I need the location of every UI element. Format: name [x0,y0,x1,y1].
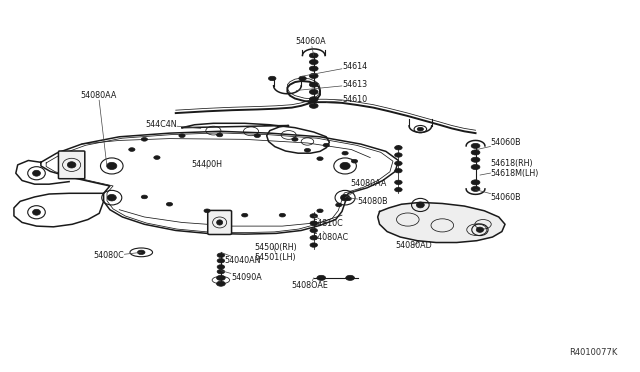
Circle shape [395,161,402,166]
FancyBboxPatch shape [58,151,85,179]
Circle shape [299,76,307,81]
Text: 54040AN: 54040AN [221,252,261,265]
Circle shape [309,60,318,65]
Ellipse shape [107,162,117,170]
Circle shape [309,97,318,102]
Polygon shape [378,202,505,243]
Circle shape [179,134,185,138]
Text: 54060B: 54060B [477,138,521,150]
Circle shape [471,157,480,162]
Ellipse shape [67,162,76,168]
Ellipse shape [340,162,350,170]
Circle shape [310,228,317,232]
Text: R4010077K: R4010077K [570,347,618,357]
Circle shape [268,76,276,81]
Circle shape [217,259,225,263]
Circle shape [310,214,317,218]
Circle shape [216,281,225,286]
Text: 54400H: 54400H [191,160,223,169]
Circle shape [309,73,318,78]
Circle shape [141,138,148,141]
Circle shape [395,169,402,173]
Text: 54614: 54614 [300,62,367,77]
Circle shape [204,209,210,213]
Circle shape [471,143,480,148]
Text: 54060B: 54060B [476,190,521,202]
Circle shape [336,203,342,207]
Circle shape [471,180,480,185]
Circle shape [166,202,173,206]
Text: 54080AA: 54080AA [345,179,387,198]
Text: 54060A: 54060A [296,38,326,55]
Text: 54610: 54610 [326,95,367,104]
Circle shape [309,82,318,87]
Circle shape [216,133,223,137]
Circle shape [395,180,402,185]
Circle shape [242,214,248,217]
Circle shape [279,214,285,217]
Circle shape [317,209,323,213]
Circle shape [310,235,317,240]
Text: 5408OAE: 5408OAE [292,278,329,290]
Circle shape [351,159,358,163]
Text: 54080AA: 54080AA [81,91,116,165]
Circle shape [309,53,318,58]
Circle shape [154,156,160,159]
Ellipse shape [216,220,223,225]
Text: 54080B: 54080B [348,197,388,206]
Circle shape [129,148,135,151]
Circle shape [216,275,225,280]
Circle shape [141,195,148,199]
Circle shape [292,138,298,141]
FancyBboxPatch shape [208,211,232,234]
Circle shape [309,103,318,108]
Circle shape [417,127,424,131]
Circle shape [310,243,317,247]
Ellipse shape [476,227,484,232]
Circle shape [395,145,402,150]
Circle shape [217,269,225,274]
Circle shape [342,151,348,155]
Text: 54500(RH)
54501(LH): 54500(RH) 54501(LH) [254,243,297,262]
Circle shape [304,148,310,152]
Text: 54080AD: 54080AD [396,241,432,250]
Circle shape [217,265,225,269]
Ellipse shape [33,170,40,176]
Circle shape [323,143,330,147]
Circle shape [471,186,480,192]
Circle shape [254,134,260,138]
Circle shape [310,221,317,225]
Ellipse shape [108,195,116,201]
Circle shape [395,153,402,157]
Circle shape [217,253,225,257]
Circle shape [345,197,351,201]
Circle shape [471,164,480,170]
Text: 54613: 54613 [296,80,367,90]
Circle shape [317,157,323,160]
Circle shape [317,275,326,280]
Ellipse shape [33,209,40,215]
Circle shape [309,66,318,71]
Text: 54090A: 54090A [221,270,262,282]
Text: 54618(RH)
54618M(LH): 54618(RH) 54618M(LH) [480,159,539,178]
Text: 54810C: 54810C [312,216,343,228]
Circle shape [471,150,480,155]
Circle shape [395,187,402,192]
Text: 544C4N: 544C4N [145,120,201,129]
Text: 54080AC: 54080AC [312,231,349,241]
Text: 54080C: 54080C [93,251,141,260]
Circle shape [138,250,145,254]
Ellipse shape [417,202,424,208]
Ellipse shape [340,195,349,201]
Circle shape [309,89,318,94]
Circle shape [346,275,355,280]
